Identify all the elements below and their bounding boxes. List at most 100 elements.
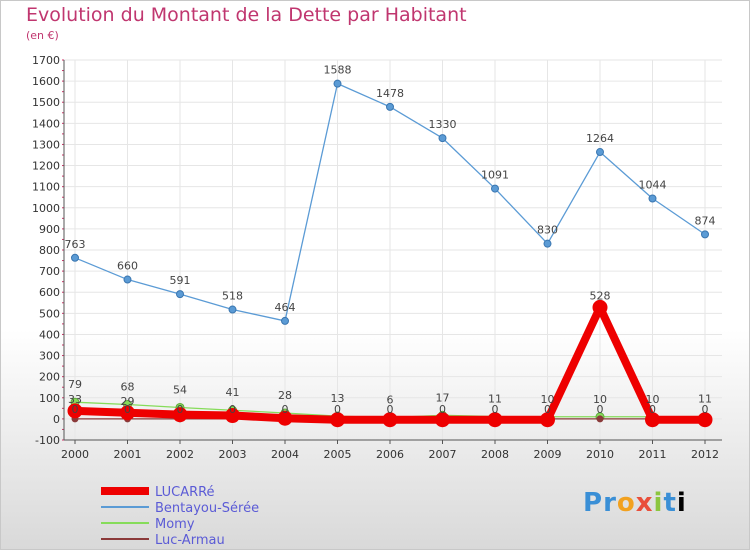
data-label: 528 xyxy=(590,289,611,302)
series-point-1 xyxy=(438,134,447,143)
y-tick-label: 1100 xyxy=(32,181,60,194)
x-tick-label: 2008 xyxy=(481,448,509,461)
data-label: 464 xyxy=(275,301,296,314)
logo-letter: P xyxy=(583,488,604,518)
y-tick-label: 200 xyxy=(39,371,60,384)
data-label: 1044 xyxy=(639,178,667,191)
legend-label: Bentayou-Sérée xyxy=(155,501,259,516)
legend-label: Momy xyxy=(155,517,195,532)
data-label: 1588 xyxy=(324,64,352,77)
chart-title: Evolution du Montant de la Dette par Hab… xyxy=(26,4,467,26)
data-label: 41 xyxy=(226,386,240,399)
series-point-1 xyxy=(176,290,184,299)
series-point-1 xyxy=(543,239,552,248)
data-label: 0 xyxy=(597,403,604,416)
series-point-0 xyxy=(487,412,503,428)
series-point-1 xyxy=(333,79,342,88)
x-tick-label: 2009 xyxy=(534,448,562,461)
logo-letter: t xyxy=(663,488,677,518)
x-tick-label: 2000 xyxy=(61,448,89,461)
y-tick-label: 1300 xyxy=(32,138,60,151)
data-label: 0 xyxy=(649,403,656,416)
data-label: 660 xyxy=(117,260,138,273)
series-point-0 xyxy=(697,412,713,428)
data-label: 763 xyxy=(65,238,86,251)
data-label: 11 xyxy=(488,393,502,406)
y-tick-label: 800 xyxy=(39,244,60,257)
series-point-0 xyxy=(540,412,555,428)
series-point-1 xyxy=(281,316,289,325)
y-tick-label: 1600 xyxy=(32,75,60,88)
series-point-3 xyxy=(596,415,604,423)
data-label: 6 xyxy=(387,394,394,407)
data-label: 0 xyxy=(334,403,341,416)
y-tick-label: 1700 xyxy=(32,54,60,67)
y-tick-label: 300 xyxy=(39,350,60,363)
data-label: 10 xyxy=(646,393,660,406)
legend-label: LUCARRé xyxy=(155,485,215,500)
data-label: 518 xyxy=(222,290,243,303)
y-tick-label: 900 xyxy=(39,223,60,236)
data-label: 1330 xyxy=(429,118,457,131)
series-point-0 xyxy=(645,412,660,428)
series-point-0 xyxy=(67,403,83,419)
data-label: 0 xyxy=(492,403,499,416)
logo-letter: i xyxy=(653,488,664,518)
data-label: 1264 xyxy=(586,132,614,145)
series-point-1 xyxy=(123,275,132,284)
series-point-1 xyxy=(648,194,657,203)
data-label: 0 xyxy=(282,403,289,416)
x-tick-label: 2010 xyxy=(586,448,614,461)
data-label: 79 xyxy=(68,378,82,391)
logo-letter: r xyxy=(603,488,617,518)
series-point-1 xyxy=(228,305,237,314)
y-tick-label: 100 xyxy=(39,392,60,405)
series-point-1 xyxy=(386,102,394,111)
series-point-0 xyxy=(120,405,135,421)
logo-letter: i xyxy=(676,488,687,518)
x-tick-label: 2012 xyxy=(691,448,719,461)
proxiti-logo: Proxiti xyxy=(583,488,687,518)
data-label: 0 xyxy=(124,403,131,416)
y-tick-label: 1200 xyxy=(32,160,60,173)
data-label: 0 xyxy=(439,403,446,416)
x-tick-label: 2005 xyxy=(324,448,352,461)
x-tick-label: 2002 xyxy=(166,448,194,461)
x-tick-label: 2007 xyxy=(429,448,457,461)
chart-subtitle: (en €) xyxy=(26,29,59,42)
x-tick-label: 2003 xyxy=(219,448,247,461)
x-tick-label: 2004 xyxy=(271,448,299,461)
x-tick-label: 2011 xyxy=(639,448,667,461)
logo-letter: x xyxy=(635,488,654,518)
legend-label: Luc-Armau xyxy=(155,533,225,548)
series-point-0 xyxy=(277,410,293,426)
series-point-0 xyxy=(382,412,398,428)
y-tick-label: 600 xyxy=(39,286,60,299)
data-label: 11 xyxy=(698,393,712,406)
y-tick-label: -100 xyxy=(35,434,60,447)
y-tick-label: 500 xyxy=(39,307,60,320)
data-label: 0 xyxy=(544,403,551,416)
series-point-1 xyxy=(491,184,499,193)
data-label: 10 xyxy=(541,393,555,406)
y-tick-label: 1400 xyxy=(32,117,60,130)
data-label: 0 xyxy=(72,403,79,416)
series-point-1 xyxy=(596,148,604,157)
data-label: 0 xyxy=(702,403,709,416)
data-label: 29 xyxy=(121,395,135,408)
data-label: 0 xyxy=(387,403,394,416)
data-label: 830 xyxy=(537,224,558,237)
series-point-0 xyxy=(172,407,188,423)
data-label: 591 xyxy=(170,274,191,287)
data-label: 1478 xyxy=(376,87,404,100)
data-label: 1091 xyxy=(481,169,509,182)
data-label: 33 xyxy=(68,393,82,406)
series-point-0 xyxy=(225,408,240,424)
y-tick-label: 400 xyxy=(39,328,60,341)
y-tick-label: 1500 xyxy=(32,96,60,109)
data-label: 0 xyxy=(229,403,236,416)
series-point-0 xyxy=(435,412,450,428)
data-label: 874 xyxy=(695,214,716,227)
